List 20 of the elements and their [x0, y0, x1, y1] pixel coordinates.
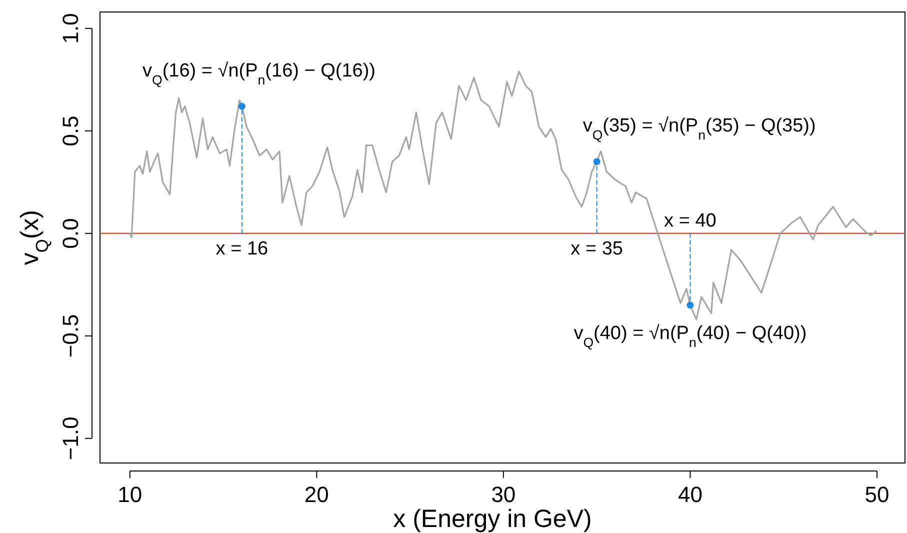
y-tick-label: −0.5: [58, 314, 83, 358]
x-tick-label: 20: [304, 482, 329, 507]
point: [593, 158, 600, 166]
annotation: v$_{Q}$(35) = √n(P$_{n}$(35) − Q(35)): [582, 116, 816, 142]
point: [238, 102, 246, 110]
annotation: v$_{Q}$(16) = √n(P$_{n}$(16) − Q(16)): [142, 60, 376, 87]
annotation: x = 40: [664, 210, 716, 232]
x-axis-title: x (Energy in GeV): [393, 505, 592, 533]
x-tick-label: 10: [118, 482, 142, 507]
x-tick-label: 50: [864, 482, 890, 507]
y-tick-label: 0.0: [58, 218, 83, 249]
annotation: x = 35: [570, 238, 623, 260]
x-tick-label: 40: [678, 482, 702, 507]
point: [686, 302, 694, 309]
y-tick-label: 0.5: [58, 116, 83, 146]
annotation: x = 16: [216, 238, 268, 260]
x-tick-label: 30: [491, 482, 516, 507]
y-tick-label: 1.0: [58, 13, 83, 44]
annotation: v$_{Q}$(40) = √n(P$_{n}$(40) − Q(40)): [574, 323, 807, 350]
y-tick-label: −1.0: [58, 416, 83, 460]
